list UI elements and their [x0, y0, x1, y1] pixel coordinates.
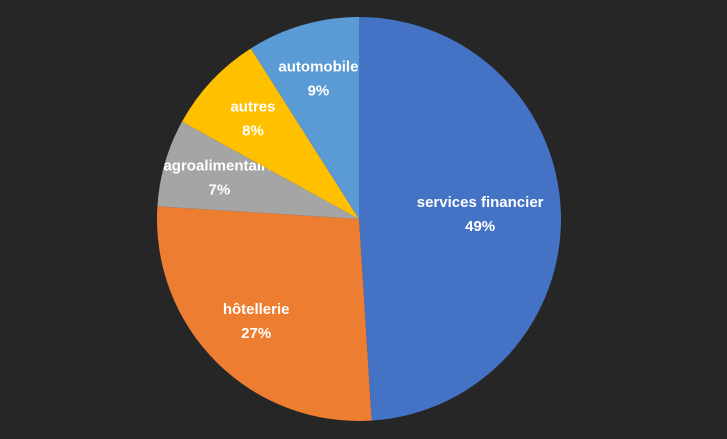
slice-category-label: hôtellerie	[223, 301, 290, 318]
slice-value-label: 8%	[242, 122, 264, 139]
slice-value-label: 9%	[308, 82, 330, 99]
slice-category-label: automobile	[278, 58, 358, 75]
slice-value-label: 27%	[241, 325, 271, 342]
slice-value-label: 49%	[465, 218, 495, 235]
pie-slice	[157, 121, 359, 219]
pie-slice	[156, 206, 372, 421]
slice-category-label: services financier	[417, 194, 544, 211]
slice-category-label: agroalimentaire	[163, 157, 275, 174]
pie-slice	[359, 17, 562, 421]
pie-slice	[250, 17, 359, 219]
pie-slice	[181, 48, 359, 220]
slice-value-label: 7%	[208, 181, 230, 198]
slice-category-label: autres	[230, 98, 275, 115]
